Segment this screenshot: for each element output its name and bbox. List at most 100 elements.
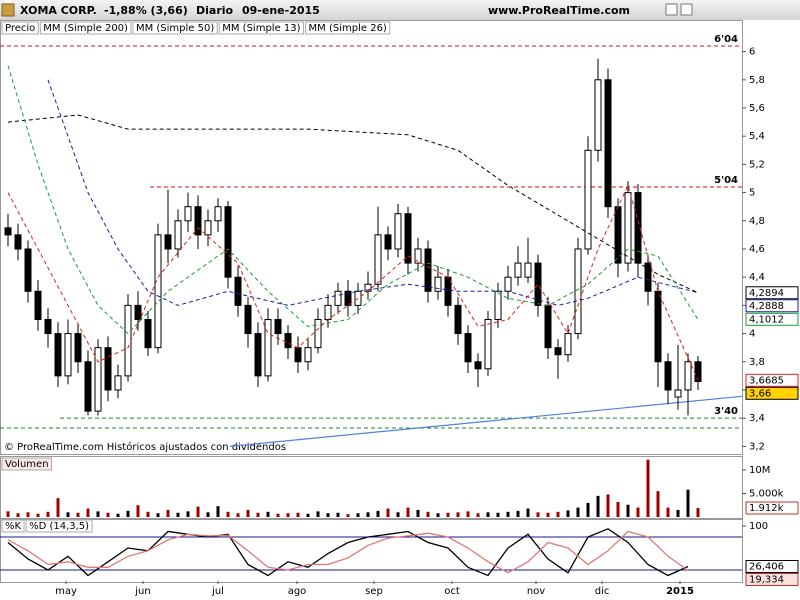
y-tick-label: 3,8 [749, 357, 765, 368]
volume-bar [686, 489, 690, 517]
candle-body [54, 333, 62, 377]
x-tick-label: nov [527, 586, 545, 597]
candle-body [694, 361, 702, 383]
value-badge-label: 3,66 [749, 388, 771, 399]
candle-body [414, 248, 422, 264]
reference-label: 5'04 [714, 175, 738, 186]
volume-bar [356, 513, 360, 517]
volume-bar [526, 508, 530, 517]
candle-body [224, 206, 232, 278]
series-line [7, 65, 699, 335]
legend-box [1, 21, 39, 35]
volume-bar [316, 511, 320, 517]
volume-bar [576, 507, 580, 517]
period: Diario [196, 4, 234, 17]
reference-label: 6'04 [714, 34, 738, 45]
window-button[interactable] [680, 3, 693, 16]
candle-body [14, 234, 22, 250]
y-tick-label: 100 [749, 521, 768, 532]
volume-bar [6, 511, 10, 517]
candle-body [284, 333, 292, 349]
volume-bar [496, 512, 500, 517]
y-tick-label: 5 [749, 188, 755, 199]
panel [6, 459, 700, 517]
candle-body [314, 318, 322, 349]
legend-label: Volumen [5, 459, 49, 470]
volume-bar [196, 506, 200, 517]
legend-box [132, 21, 218, 35]
candle-body [114, 375, 122, 391]
volume-bar [16, 513, 20, 517]
volume-bar [436, 513, 440, 517]
volume-bar [346, 514, 350, 517]
candle-body [4, 227, 12, 236]
volume-bar [596, 495, 600, 517]
candle-body [534, 262, 542, 306]
volume-bar [86, 508, 90, 517]
legend-label: MM (Simple 200) [43, 23, 128, 34]
volume-bar [256, 512, 260, 517]
window-button[interactable] [665, 3, 678, 16]
volume-bar [626, 504, 630, 517]
volume-bar [36, 513, 40, 517]
value-badge-label: 3,6685 [749, 375, 784, 386]
series-line [7, 528, 689, 577]
volume-bar [446, 512, 450, 517]
volume-bar [386, 508, 390, 517]
value-badge [745, 312, 799, 326]
candle-body [474, 361, 482, 370]
candle-body [64, 333, 72, 377]
legend-box [39, 21, 132, 35]
volume-bar [136, 505, 140, 517]
x-tick-label: sep [365, 586, 383, 597]
volume-bar [306, 513, 310, 517]
panel [0, 45, 742, 447]
y-tick-label: 4,8 [749, 216, 765, 227]
candle-body [664, 361, 672, 391]
candle-body [624, 192, 632, 264]
y-tick-label: 5,8 [749, 75, 765, 86]
header-bar [0, 0, 800, 20]
legend-box [218, 21, 305, 35]
legend-label: %K [5, 521, 22, 532]
x-tick-label: jun [134, 586, 150, 597]
candle-body [44, 318, 52, 335]
candle-body [254, 333, 262, 377]
candle-body [654, 290, 662, 363]
candle-body [344, 290, 352, 306]
site: www.ProRealTime.com [488, 4, 630, 17]
volume-bar [666, 507, 670, 517]
volume-bar [246, 509, 250, 517]
value-badge [745, 559, 799, 573]
value-badge-label: 1.912k [749, 503, 784, 514]
candle-body [154, 234, 162, 349]
volume-bar [396, 512, 400, 517]
value-badge [745, 299, 799, 313]
candle-body [464, 333, 472, 363]
volume-bar [156, 513, 160, 517]
candle-body [484, 318, 492, 370]
candle-body [404, 213, 412, 264]
volume-bar [516, 510, 520, 517]
volume-bar [466, 511, 470, 517]
volume-bar [606, 494, 610, 517]
legend-box [1, 519, 25, 533]
volume-bar [476, 513, 480, 517]
y-tick-label: 5,4 [749, 131, 765, 142]
volume-bar [676, 509, 680, 517]
candle-body [24, 248, 32, 292]
candle-body [94, 347, 102, 412]
volume-bar [646, 459, 650, 517]
change: -1,88% (3,66) [104, 4, 188, 17]
candle-body [294, 347, 302, 363]
value-badge [745, 501, 799, 515]
y-tick-label: 10M [749, 465, 770, 476]
candle-body [274, 318, 282, 335]
candle-body [424, 248, 432, 292]
volume-bar [286, 513, 290, 517]
candle-body [34, 290, 42, 320]
candle-body [234, 276, 242, 306]
candle-body [374, 234, 382, 285]
legend-label: MM (Simple 50) [136, 23, 214, 34]
volume-bar [506, 511, 510, 517]
